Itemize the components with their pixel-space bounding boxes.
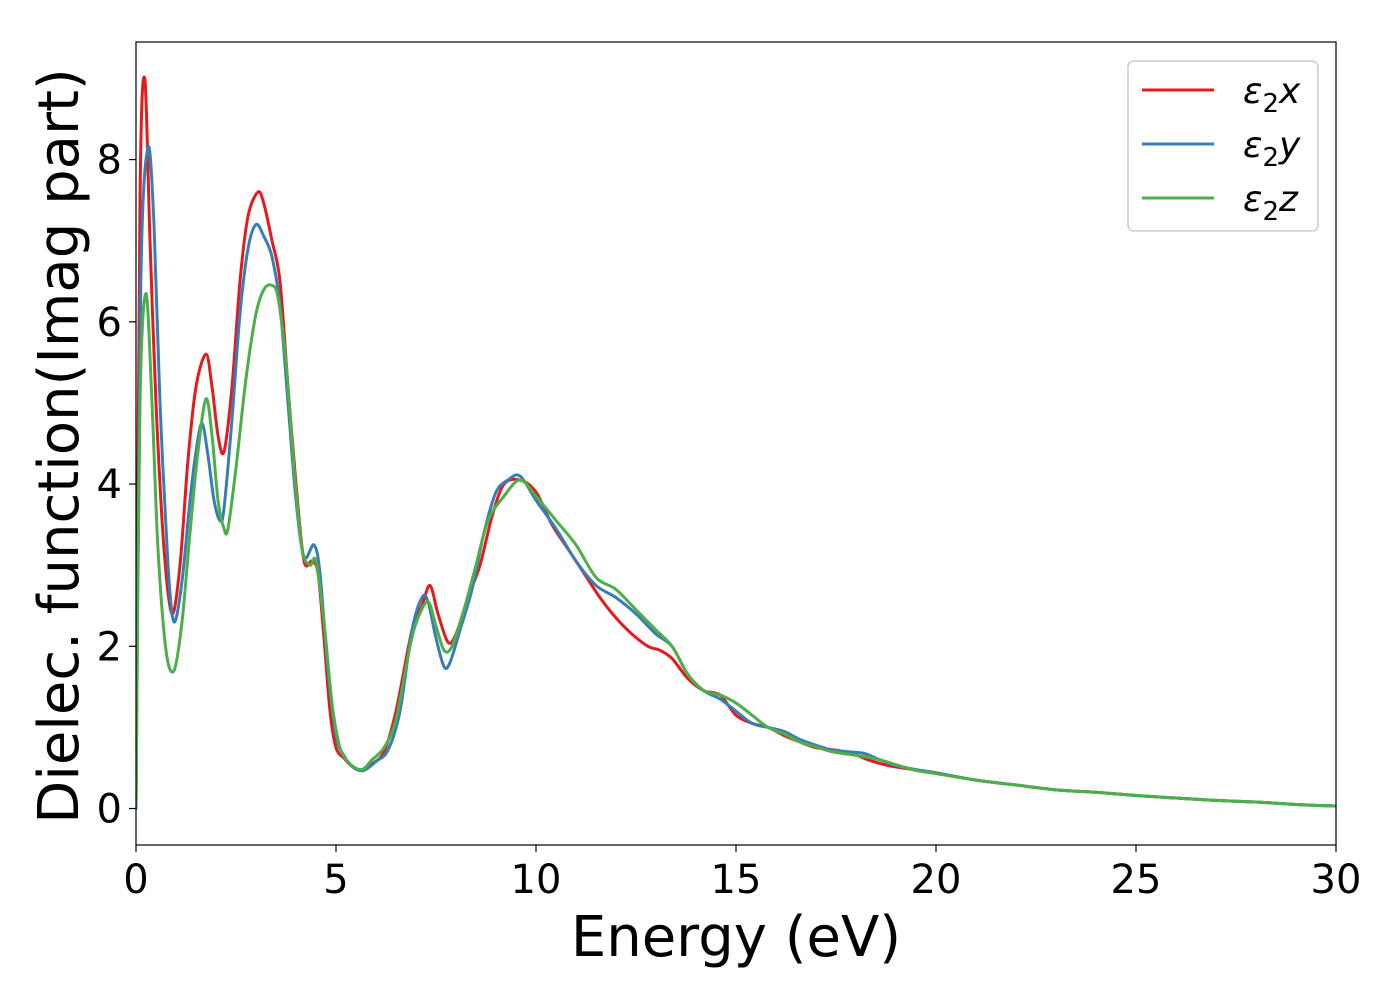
legend-label-y: ε2y bbox=[1243, 125, 1301, 173]
x-tick-label: 10 bbox=[511, 857, 562, 903]
y-tick-label: 0 bbox=[97, 787, 122, 833]
x-tick-label: 20 bbox=[911, 857, 962, 903]
y-tick-label: 6 bbox=[97, 300, 122, 346]
legend-label-z: ε2z bbox=[1243, 179, 1299, 227]
x-tick-label: 15 bbox=[711, 857, 762, 903]
y-tick-label: 8 bbox=[97, 138, 122, 184]
series-layer bbox=[136, 75, 1336, 810]
x-tick-label: 0 bbox=[123, 857, 148, 903]
legend-entries: ε2x ε2y ε2z bbox=[1142, 71, 1301, 227]
x-axis-ticks: 0 5 10 15 20 25 30 bbox=[123, 845, 1361, 903]
legend-box bbox=[1127, 60, 1319, 232]
x-axis-label: Energy (eV) bbox=[571, 905, 901, 970]
y-tick-label: 2 bbox=[97, 624, 122, 670]
y-axis-label: Dielec. function(Imag part) bbox=[27, 68, 92, 824]
series-line-z bbox=[136, 283, 1336, 810]
x-tick-label: 5 bbox=[323, 857, 348, 903]
series-line-y bbox=[136, 144, 1336, 810]
y-tick-label: 4 bbox=[97, 462, 122, 508]
x-tick-label: 30 bbox=[1311, 857, 1362, 903]
legend: ε2x ε2y ε2z bbox=[1127, 60, 1319, 232]
legend-label-x: ε2x bbox=[1243, 71, 1301, 119]
y-axis-ticks: 0 2 4 6 8 bbox=[97, 138, 136, 833]
x-tick-label: 25 bbox=[1111, 857, 1162, 903]
